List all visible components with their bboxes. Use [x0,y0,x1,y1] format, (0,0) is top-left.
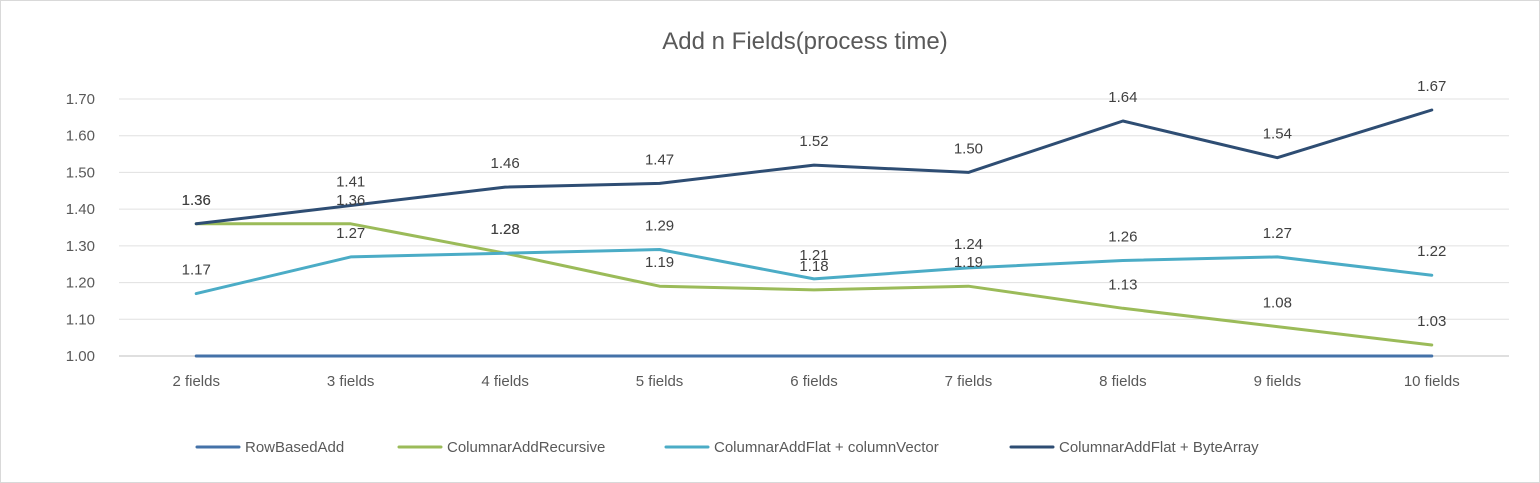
data-label: 1.28 [491,221,520,238]
legend-label: ColumnarAddRecursive [447,439,605,456]
data-label: 1.47 [645,151,674,168]
legend-label: ColumnarAddFlat + ByteArray [1059,439,1259,456]
data-label: 1.67 [1417,78,1446,95]
data-label: 1.19 [645,254,674,271]
y-tick-label: 1.00 [66,348,95,365]
y-tick-label: 1.60 [66,128,95,145]
data-label: 1.26 [1108,229,1137,246]
y-tick-label: 1.40 [66,201,95,218]
data-label: 1.50 [954,140,983,157]
data-label: 1.19 [954,254,983,271]
data-label: 1.27 [1263,225,1292,242]
data-label: 1.03 [1417,313,1446,330]
y-tick-label: 1.10 [66,311,95,328]
x-tick-label: 3 fields [327,373,375,390]
data-label: 1.08 [1263,295,1292,312]
data-label: 1.36 [182,192,211,209]
x-tick-label: 8 fields [1099,373,1147,390]
data-label: 1.28 [491,221,520,238]
legend-label: ColumnarAddFlat + columnVector [714,439,939,456]
series-line-2 [194,222,1434,347]
series-line-4 [194,108,1434,226]
gridlines [119,98,1509,357]
y-axis: 1.00 1.10 1.20 1.30 1.40 1.50 1.60 1.70 [66,91,95,365]
y-tick-label: 1.30 [66,238,95,255]
data-label: 1.27 [336,225,365,242]
x-tick-label: 5 fields [636,373,684,390]
data-label: 1.13 [1108,276,1137,293]
y-tick-label: 1.70 [66,91,95,108]
series-line-3 [194,248,1434,296]
y-tick-label: 1.50 [66,164,95,181]
chart-title: Add n Fields(process time) [662,28,947,55]
data-labels: 1.36 1.36 1.28 1.19 1.18 1.19 1.13 1.08 1.03 1.17… [182,78,1447,330]
legend: RowBasedAdd ColumnarAddRecursive ColumnarA… [195,439,1259,456]
legend-label: RowBasedAdd [245,439,344,456]
data-label: 1.46 [491,155,520,172]
data-label: 1.24 [954,236,983,253]
x-tick-label: 4 fields [481,373,529,390]
data-label: 1.17 [182,262,211,279]
data-label: 1.21 [799,247,828,264]
x-tick-label: 9 fields [1254,373,1302,390]
x-tick-label: 7 fields [945,373,993,390]
data-label: 1.29 [645,218,674,235]
x-axis: 2 fields 3 fields 4 fields 5 fields 6 fields… [172,373,1459,390]
data-label: 1.52 [799,133,828,150]
data-label: 1.36 [182,192,211,209]
x-tick-label: 2 fields [172,373,220,390]
data-label: 1.36 [336,192,365,209]
data-label: 1.41 [336,173,365,190]
data-label: 1.54 [1263,126,1292,143]
x-tick-label: 10 fields [1404,373,1460,390]
x-tick-label: 6 fields [790,373,838,390]
series-lines [194,108,1434,358]
data-label: 1.18 [799,258,828,275]
y-tick-label: 1.20 [66,275,95,292]
data-label: 1.64 [1108,89,1137,106]
data-label: 1.22 [1417,243,1446,260]
